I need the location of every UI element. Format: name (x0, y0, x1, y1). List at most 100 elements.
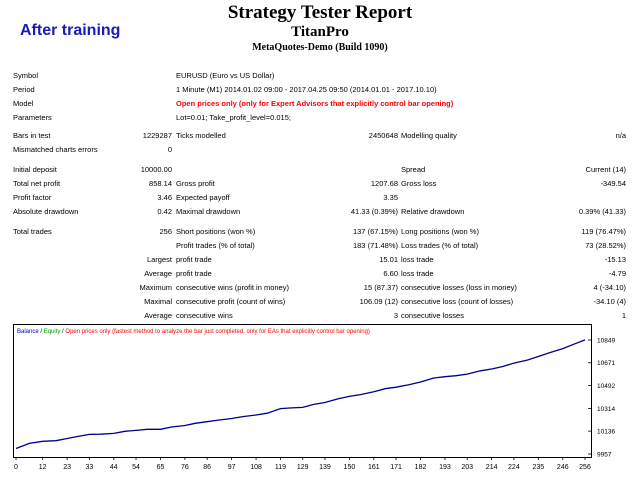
profit-factor-label: Profit factor (13, 193, 52, 202)
x-tick-label: 246 (557, 464, 569, 471)
x-tick-label: 182 (415, 464, 427, 471)
gross-loss-label: Gross loss (401, 179, 437, 188)
loss-trades-value: 73 (28.52%) (585, 241, 626, 250)
y-tick-label: 10136 (597, 429, 615, 436)
average-label: Average (144, 269, 172, 278)
avg-cons-losses-label: consecutive losses (401, 311, 464, 320)
average-profit-label: profit trade (176, 269, 212, 278)
largest-profit-label: profit trade (176, 255, 212, 264)
x-tick-label: 44 (110, 464, 118, 471)
gross-loss-value: -349.54 (600, 179, 626, 188)
x-tick-label: 171 (390, 464, 402, 471)
quality-label: Modelling quality (401, 131, 457, 140)
y-tick-label: 10314 (597, 406, 615, 413)
chart-frame (13, 324, 592, 458)
expected-payoff-value: 3.35 (383, 193, 398, 202)
net-profit-value: 858.14 (149, 179, 172, 188)
average-loss-label: loss trade (401, 269, 434, 278)
absolute-drawdown-label: Absolute drawdown (13, 207, 79, 216)
y-tick-label: 10671 (597, 360, 615, 367)
relative-drawdown-value: 0.39% (41.33) (578, 207, 626, 216)
profit-trades-label: Profit trades (% of total) (176, 241, 255, 250)
relative-drawdown-label: Relative drawdown (401, 207, 465, 216)
x-tick-label: 33 (85, 464, 93, 471)
short-positions-value: 137 (67.15%) (352, 227, 398, 236)
spread-label: Spread (401, 165, 426, 174)
balance-series-line (15, 339, 586, 450)
quality-value: n/a (615, 131, 626, 140)
loss-trades-label: Loss trades (% of total) (401, 241, 479, 250)
chart-legend: Balance / Equity / Open prices only (fas… (17, 329, 370, 335)
x-tick-label: 129 (297, 464, 309, 471)
cons-loss-count-label: consecutive loss (count of losses) (401, 297, 514, 306)
period-value: 1 Minute (M1) 2014.01.02 09:00 - 2017.04… (176, 85, 437, 94)
mismatch-label: Mismatched charts errors (13, 145, 98, 154)
profit-factor-value: 3.46 (157, 193, 172, 202)
ticks-label: Ticks modelled (176, 131, 226, 140)
expert-name: TitanPro (291, 24, 349, 40)
largest-profit-value: 15.01 (379, 255, 398, 264)
x-tick-label: 150 (344, 464, 356, 471)
parameters-value: Lot=0.01; Take_profit_level=0.015; (176, 113, 291, 122)
largest-loss-value: -15.13 (604, 255, 626, 264)
x-tick-label: 65 (157, 464, 165, 471)
bars-value: 1229287 (142, 131, 172, 140)
total-trades-value: 256 (159, 227, 172, 236)
mismatch-value: 0 (167, 145, 172, 154)
maximal-drawdown-value: 41.33 (0.39%) (350, 207, 398, 216)
x-tick-label: 12 (39, 464, 47, 471)
spread-value: Current (14) (585, 165, 626, 174)
x-tick-label: 97 (228, 464, 236, 471)
x-tick-label: 23 (63, 464, 71, 471)
page-title: Strategy Tester Report (227, 2, 413, 23)
average-profit-value: 6.60 (383, 269, 398, 278)
deposit-label: Initial deposit (13, 165, 57, 174)
x-tick-label: 203 (461, 464, 473, 471)
y-tick-label: 9957 (597, 452, 612, 459)
x-tick-label: 224 (508, 464, 520, 471)
balance-chart: Balance / Equity / Open prices only (fas… (13, 324, 615, 471)
x-tick-label: 54 (132, 464, 140, 471)
cons-loss-count-value: -34.10 (4) (593, 297, 626, 306)
long-positions-value: 119 (76.47%) (581, 227, 626, 236)
legend-balance: Balance (17, 329, 39, 335)
avg-cons-losses-value: 1 (621, 311, 626, 320)
gross-profit-label: Gross profit (176, 179, 215, 188)
legend-equity: Equity (44, 329, 61, 335)
cons-profit-count-label: consecutive profit (count of wins) (176, 297, 286, 306)
absolute-drawdown-value: 0.42 (157, 207, 172, 216)
model-label: Model (13, 99, 34, 108)
average-loss-value: -4.79 (608, 269, 626, 278)
x-tick-label: 108 (250, 464, 262, 471)
x-tick-label: 214 (486, 464, 498, 471)
short-positions-label: Short positions (won %) (176, 227, 256, 236)
after-training-label: After training (20, 22, 121, 39)
average-cons-label: Average (144, 311, 172, 320)
legend-sep2: / (60, 329, 65, 335)
maximal-label: Maximal (144, 297, 172, 306)
cons-wins-money-value: 15 (87.37) (363, 283, 398, 292)
period-label: Period (13, 85, 35, 94)
x-tick-label: 235 (532, 464, 544, 471)
maximum-label: Maximum (139, 283, 172, 292)
cons-losses-money-value: 4 (-34.10) (593, 283, 626, 292)
total-trades-label: Total trades (13, 227, 52, 236)
maximal-drawdown-label: Maximal drawdown (176, 207, 241, 216)
x-tick-label: 119 (275, 464, 286, 471)
largest-loss-label: loss trade (401, 255, 434, 264)
cons-losses-money-label: consecutive losses (loss in money) (401, 283, 517, 292)
largest-label: Largest (146, 255, 172, 264)
legend-sep1: / (39, 329, 44, 335)
avg-cons-wins-value: 3 (393, 311, 398, 320)
profit-trades-value: 183 (71.48%) (352, 241, 398, 250)
x-tick-label: 161 (368, 464, 380, 471)
x-tick-label: 256 (579, 464, 591, 471)
cons-profit-count-value: 106.09 (12) (359, 297, 398, 306)
expected-payoff-label: Expected payoff (176, 193, 230, 202)
bars-label: Bars in test (13, 131, 51, 140)
symbol-label: Symbol (13, 71, 39, 80)
deposit-value: 10000.00 (140, 165, 172, 174)
x-tick-label: 139 (319, 464, 331, 471)
legend-note: Open prices only (fastest method to anal… (65, 329, 370, 335)
x-tick-label: 0 (14, 464, 18, 471)
